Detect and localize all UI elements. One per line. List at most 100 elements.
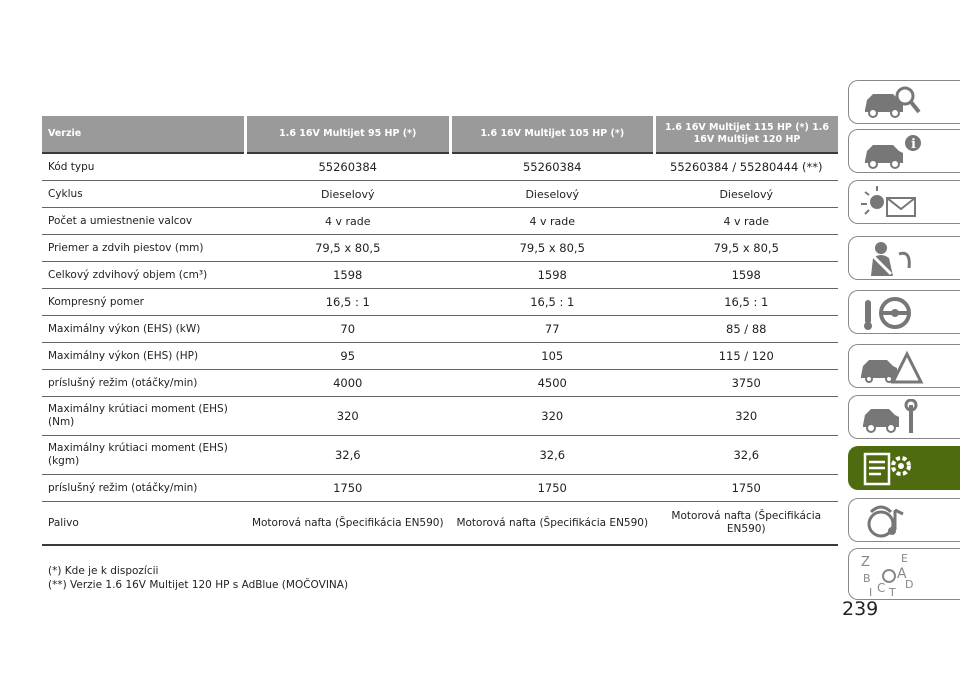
index-letter-a: A (897, 566, 907, 582)
footnotes: (*) Kde je k dispozícii (**) Verzie 1.6 … (48, 564, 348, 592)
cell-value: 32,6 (450, 435, 655, 475)
svg-text:i: i (911, 137, 916, 152)
cell-value: 55260384 (450, 153, 655, 181)
cell-value: 79,5 x 80,5 (450, 234, 655, 262)
cell-value: Dieselový (450, 180, 655, 208)
tab-emergency[interactable] (848, 344, 960, 388)
row-label: príslušný režim (otáčky/min) (42, 474, 246, 502)
cell-value: 1750 (654, 474, 838, 502)
tab-technical-data[interactable] (848, 446, 960, 490)
cell-value: 4500 (450, 369, 655, 397)
cell-value: Dieselový (245, 180, 450, 208)
row-label: Cyklus (42, 180, 246, 208)
tab-safety[interactable] (848, 236, 960, 280)
tab-maintenance[interactable] (848, 395, 960, 439)
row-label: Palivo (42, 501, 246, 546)
index-letter-d: D (905, 578, 913, 591)
car-maintenance-wrench-icon (863, 399, 918, 433)
tab-car-search[interactable] (848, 80, 960, 124)
table-row: Kód typu 55260384 55260384 55260384 / 55… (42, 153, 838, 181)
table-row: Cyklus Dieselový Dieselový Dieselový (42, 180, 838, 208)
cell-value: 32,6 (245, 435, 450, 475)
cell-value: 4 v rade (245, 207, 450, 235)
cell-value: 77 (450, 315, 655, 343)
technical-data-gear-icon (863, 452, 911, 486)
cell-value: 105 (450, 342, 655, 370)
header-95hp: 1.6 16V Multijet 95 HP (*) (244, 116, 450, 154)
cell-value: 115 / 120 (654, 342, 838, 370)
tab-index[interactable]: Z E B A C D T I (848, 548, 960, 600)
index-letter-e: E (901, 552, 908, 565)
multimedia-icon (867, 505, 904, 538)
tab-multimedia[interactable] (848, 498, 960, 542)
warning-light-message-icon (861, 186, 916, 217)
seatbelt-airbag-icon (871, 242, 911, 276)
alphabetical-index-icon: Z E B A C D T I (861, 552, 913, 598)
row-label: príslušný režim (otáčky/min) (42, 369, 246, 397)
header-115-120hp: 1.6 16V Multijet 115 HP (*) 1.6 16V Mult… (653, 116, 838, 154)
cell-value: 55260384 (245, 153, 450, 181)
row-label: Maximálny krútiaci moment (EHS) (kgm) (42, 435, 246, 475)
cell-value: 95 (245, 342, 450, 370)
index-letter-c: C (877, 581, 885, 595)
cell-value: 85 / 88 (654, 315, 838, 343)
cell-value: 16,5 : 1 (450, 288, 655, 316)
table-row: Maximálny výkon (EHS) (HP) 95 105 115 / … (42, 342, 838, 370)
cell-value: 32,6 (654, 435, 838, 475)
cell-value: 1750 (450, 474, 655, 502)
steering-wheel-key-icon (864, 297, 911, 330)
index-letter-i: I (869, 586, 872, 598)
cell-value: Motorová nafta (Špecifikácia EN590) (654, 501, 838, 546)
index-letter-z: Z (861, 555, 870, 570)
cell-value: 1598 (654, 261, 838, 289)
table-row: Maximálny výkon (EHS) (kW) 70 77 85 / 88 (42, 315, 838, 343)
cell-value: 3750 (654, 369, 838, 397)
tab-car-info[interactable]: i (848, 129, 960, 173)
table-row: Maximálny krútiaci moment (EHS) (kgm) 32… (42, 435, 838, 475)
car-info-icon: i (865, 135, 921, 169)
cell-value: Motorová nafta (Špecifikácia EN590) (450, 501, 655, 546)
cell-value: 79,5 x 80,5 (245, 234, 450, 262)
car-breakdown-warning-icon (861, 350, 924, 384)
cell-value: 320 (654, 396, 838, 436)
cell-value: 4 v rade (654, 207, 838, 235)
car-search-icon (865, 86, 921, 118)
cell-value: Dieselový (654, 180, 838, 208)
cell-value: 55260384 / 55280444 (**) (654, 153, 838, 181)
row-label: Celkový zdvihový objem (cm³) (42, 261, 246, 289)
cell-value: 1598 (450, 261, 655, 289)
row-label: Maximálny výkon (EHS) (HP) (42, 342, 246, 370)
row-label: Priemer a zdvih piestov (mm) (42, 234, 246, 262)
tab-driving[interactable] (848, 290, 960, 334)
cell-value: Motorová nafta (Špecifikácia EN590) (245, 501, 450, 546)
tab-warning-lights[interactable] (848, 180, 960, 224)
index-letter-b: B (863, 572, 871, 585)
row-label: Maximálny výkon (EHS) (kW) (42, 315, 246, 343)
index-letter-t: T (888, 586, 896, 598)
table-header-row: Verzie 1.6 16V Multijet 95 HP (*) 1.6 16… (42, 116, 838, 154)
footnote: (*) Kde je k dispozícii (48, 565, 159, 577)
cell-value: 320 (245, 396, 450, 436)
cell-value: 1750 (245, 474, 450, 502)
row-label: Kód typu (42, 153, 246, 181)
row-label: Počet a umiestnenie valcov (42, 207, 246, 235)
cell-value: 4 v rade (450, 207, 655, 235)
table-row: Palivo Motorová nafta (Špecifikácia EN59… (42, 501, 838, 546)
row-label: Maximálny krútiaci moment (EHS) (Nm) (42, 396, 246, 436)
table-row: príslušný režim (otáčky/min) 1750 1750 1… (42, 474, 838, 502)
table-row: Celkový zdvihový objem (cm³) 1598 1598 1… (42, 261, 838, 289)
page-number: 239 (842, 598, 879, 620)
cell-value: 320 (450, 396, 655, 436)
footnote: (**) Verzie 1.6 16V Multijet 120 HP s Ad… (48, 579, 349, 591)
cell-value: 1598 (245, 261, 450, 289)
cell-value: 4000 (245, 369, 450, 397)
row-label: Kompresný pomer (42, 288, 246, 316)
cell-value: 79,5 x 80,5 (654, 234, 838, 262)
header-version: Verzie (42, 116, 246, 154)
cell-value: 16,5 : 1 (654, 288, 838, 316)
header-105hp: 1.6 16V Multijet 105 HP (*) (448, 116, 655, 154)
table-row: Maximálny krútiaci moment (EHS) (Nm) 320… (42, 396, 838, 436)
table-row: Priemer a zdvih piestov (mm) 79,5 x 80,5… (42, 234, 838, 262)
cell-value: 16,5 : 1 (245, 288, 450, 316)
engine-spec-table: Verzie 1.6 16V Multijet 95 HP (*) 1.6 16… (42, 116, 838, 546)
